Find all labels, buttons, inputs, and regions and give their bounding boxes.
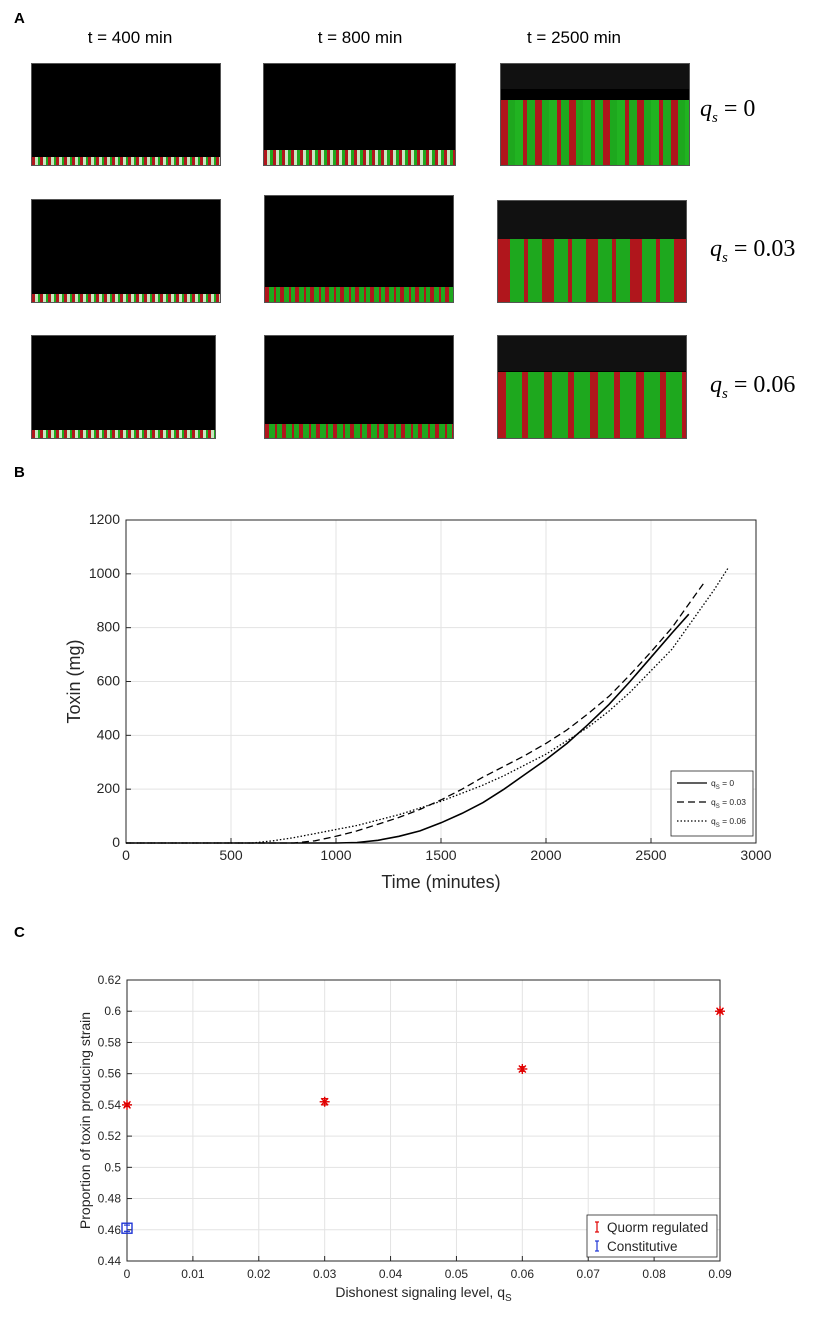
x-tick-label: 0.08 [642,1267,666,1281]
plot-frame [126,979,721,1262]
time-label-2500: t = 2500 min [526,28,622,47]
data-point-constitutive-0 [121,1222,133,1234]
x-axis-label: Time (minutes) [381,872,500,892]
legend-box [670,770,754,837]
x-axis-label: Dishonest signaling level, qS [335,1284,512,1304]
panel-label-a: A [14,10,25,27]
legend-entry-1: Constitutive [607,1239,678,1254]
series-line-qs-0 [126,613,690,844]
legend-q: q [711,778,716,788]
y-tick-label: 400 [97,726,121,742]
legend-sub: S [716,804,720,810]
x-axis-label-text: Dishonest signaling level, q [335,1284,505,1300]
y-tick-label: 0 [112,834,120,850]
legend-val: = 0 [720,778,735,788]
series-line-qs-2 [126,566,730,844]
x-tick-label: 0.09 [708,1267,732,1281]
qs-label-006: qs = 0.06 [710,372,796,402]
x-tick-label: 2000 [530,847,561,863]
qs-label-003: qs = 0.03 [710,236,796,266]
y-tick-label: 200 [97,780,121,796]
data-point-quorum-1 [319,1096,330,1107]
data-point-quorum-3 [715,1006,725,1017]
x-tick-label: 500 [219,847,243,863]
x-tick-label: 0 [124,1267,131,1281]
x-axis-label-sub: S [505,1293,512,1304]
y-tick-label: 0.6 [104,1004,121,1018]
x-tick-label: 2500 [635,847,666,863]
x-tick-label: 3000 [740,847,771,863]
y-tick-label: 0.62 [98,973,122,987]
x-tick-label: 0.07 [577,1267,601,1281]
asterisk-stroke [518,1064,527,1073]
legend-val: = 0.06 [720,816,747,826]
time-label-400: t = 400 min [87,28,173,47]
legend-q: q [711,816,716,826]
legend-entry-1: qS = 0.03 [711,797,746,810]
data-point-quorum-2 [517,1063,528,1074]
y-tick-label: 0.48 [98,1192,122,1206]
series-line-qs-1 [126,580,707,844]
y-tick-label: 0.44 [98,1254,122,1268]
legend-entry-0: qS = 0 [711,778,734,791]
biofilm-frame-qs006-t800 [264,335,454,439]
asterisk-stroke [716,1007,724,1016]
y-tick-label: 0.54 [98,1098,122,1112]
proportion-scatter-chart: 0 0.01 0.02 0.03 0.04 0.05 0.06 0.07 0.08 0.09 0.4… [77,973,732,1304]
y-axis-label: Toxin (mg) [64,639,84,723]
biofilm-frame-qs006-t400 [31,335,216,439]
y-tick-label: 1000 [89,565,120,581]
biofilm-frame-qs0-t400 [31,63,221,166]
y-tick-label: 1200 [89,511,120,527]
biofilm-frame-qs0-t800 [263,63,456,166]
x-tick-label: 0.03 [313,1267,337,1281]
y-tick-label: 800 [97,619,121,635]
y-tick-label: 0.52 [98,1129,122,1143]
y-tick-label: 0.58 [98,1035,122,1049]
x-tick-label: 0.01 [181,1267,205,1281]
qs-label-0: qs = 0 [700,96,756,126]
biofilm-frame-qs006-t2500 [497,335,687,439]
y-tick-label: 0.46 [98,1223,122,1237]
y-tick-label: 0.5 [104,1160,121,1174]
y-tick-label: 600 [97,673,121,689]
panel-label-b: B [14,464,25,481]
asterisk-stroke [320,1097,329,1106]
biofilm-frame-qs003-t800 [264,195,454,303]
biofilm-frame-qs003-t400 [31,199,221,303]
legend-q: q [711,797,716,807]
legend-entry-2: qS = 0.06 [711,816,746,829]
x-tick-label: 0.06 [511,1267,535,1281]
legend-val: = 0.03 [720,797,747,807]
legend-entry-0: Quorm regulated [607,1220,708,1235]
time-label-800: t = 800 min [317,28,403,47]
panel-label-c: C [14,924,25,941]
data-point-quorum-0 [122,1099,132,1110]
legend-sub: S [716,823,720,829]
biofilm-frame-qs0-t2500 [500,63,690,166]
legend-sub: S [716,785,720,791]
asterisk-stroke [123,1100,131,1109]
toxin-line-chart: 0 500 1000 1500 2000 2500 3000 0 200 400 600 800 100… [64,511,772,892]
x-tick-label: 0.05 [445,1267,469,1281]
legend-box [586,1214,718,1258]
x-tick-label: 1000 [320,847,351,863]
x-tick-label: 0.04 [379,1267,403,1281]
y-axis-label: Proportion of toxin producing strain [77,1012,93,1229]
x-tick-label: 0.02 [247,1267,271,1281]
biofilm-frame-qs003-t2500 [497,200,687,303]
x-tick-label: 0 [122,847,130,863]
y-tick-label: 0.56 [98,1067,122,1081]
x-tick-label: 1500 [425,847,456,863]
